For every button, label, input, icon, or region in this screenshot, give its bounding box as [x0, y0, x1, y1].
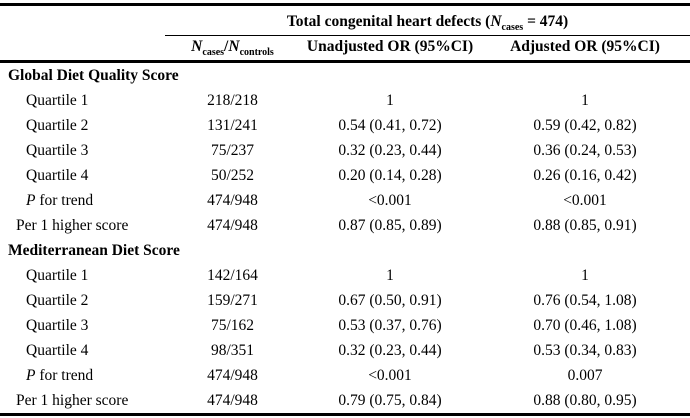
cell-adjusted-or: 0.59 (0.42, 0.82): [533, 116, 637, 134]
results-table: Total congenital heart defects (Ncases =…: [0, 3, 690, 416]
row-label: Quartile 4: [26, 166, 89, 184]
spanning-header-text-pre: Total congenital heart defects (: [286, 12, 491, 30]
row-label: Quartile 3: [26, 141, 89, 159]
row-label-italic-part: P: [26, 191, 36, 209]
row-label: P for trend: [0, 363, 165, 388]
cell-unadjusted-or: 0.79 (0.75, 0.84): [338, 391, 442, 409]
cell-n-cases-controls: 218/218: [207, 91, 258, 109]
cell-unadjusted-or: 1: [386, 91, 394, 109]
table-header: Total congenital heart defects (Ncases =…: [0, 4, 690, 63]
table-body: Global Diet Quality Score Quartile 1 218/2…: [0, 62, 690, 415]
table-row: Per 1 higher score 474/948 0.79 (0.75, 0.8…: [0, 388, 690, 415]
table-row: Quartile 3 75/162 0.53 (0.37, 0.76) 0.70 (0…: [0, 313, 690, 338]
cell-unadjusted-or: <0.001: [368, 191, 412, 209]
header-stub-cell: [0, 35, 165, 63]
header-stub-cell: [0, 5, 165, 36]
cell-n-cases-controls: 50/252: [210, 166, 255, 184]
cell-adjusted-or: 0.26 (0.16, 0.42): [533, 166, 637, 184]
section-heading: Global Diet Quality Score: [8, 66, 179, 84]
spanning-header-text-post: = 474): [523, 12, 569, 30]
cell-unadjusted-or: 0.20 (0.14, 0.28): [338, 166, 442, 184]
cell-n-cases-controls: 474/948: [207, 216, 258, 234]
section-heading-row: Global Diet Quality Score: [0, 62, 690, 89]
n-cases-subscript: cases: [501, 21, 524, 33]
cell-n-cases-controls: 131/241: [207, 116, 258, 134]
cell-unadjusted-or: 0.87 (0.85, 0.89): [338, 216, 442, 234]
table-row: Per 1 higher score 474/948 0.87 (0.85, 0.8…: [0, 213, 690, 238]
cell-unadjusted-or: <0.001: [368, 366, 412, 384]
table-row: Quartile 2 159/271 0.67 (0.50, 0.91) 0.76 (…: [0, 288, 690, 313]
cell-n-cases-controls: 75/162: [210, 316, 255, 334]
cell-adjusted-or: 1: [581, 266, 589, 284]
table-row: Quartile 2 131/241 0.54 (0.41, 0.72) 0.59 (…: [0, 113, 690, 138]
cell-adjusted-or: 0.88 (0.85, 0.91): [533, 216, 637, 234]
table-row: Quartile 1 142/164 1 1: [0, 263, 690, 288]
row-label: Quartile 1: [26, 91, 89, 109]
row-label: Per 1 higher score: [16, 216, 129, 234]
cell-unadjusted-or: 1: [386, 266, 394, 284]
row-label: Per 1 higher score: [16, 391, 129, 409]
cell-unadjusted-or: 0.32 (0.23, 0.44): [338, 141, 442, 159]
cell-n-cases-controls: 98/351: [210, 341, 255, 359]
cell-adjusted-or: 0.53 (0.34, 0.83): [533, 341, 637, 359]
cell-adjusted-or: 1: [581, 91, 589, 109]
column-header-unadjusted-or: Unadjusted OR (95%CI): [300, 35, 480, 63]
cell-unadjusted-or: 0.67 (0.50, 0.91): [338, 291, 442, 309]
row-label-text-part: for trend: [35, 366, 94, 384]
table-row: Quartile 3 75/237 0.32 (0.23, 0.44) 0.36 (0…: [0, 138, 690, 163]
n-symbol: N: [191, 38, 203, 55]
row-label: P for trend: [0, 188, 165, 213]
table-row: Quartile 1 218/218 1 1: [0, 88, 690, 113]
n-cases-subscript: cases: [202, 47, 225, 59]
cell-adjusted-or: 0.76 (0.54, 1.08): [533, 291, 637, 309]
table-row: Quartile 4 98/351 0.32 (0.23, 0.44) 0.53 (0…: [0, 338, 690, 363]
row-label: Quartile 3: [26, 316, 89, 334]
row-label: Quartile 2: [26, 291, 89, 309]
column-header-adjusted-or: Adjusted OR (95%CI): [480, 35, 690, 63]
cell-n-cases-controls: 474/948: [207, 391, 258, 409]
table-row: P for trend 474/948 <0.001 0.007: [0, 363, 690, 388]
cell-unadjusted-or: 0.53 (0.37, 0.76): [338, 316, 442, 334]
cell-n-cases-controls: 474/948: [207, 191, 258, 209]
cell-adjusted-or: 0.36 (0.24, 0.53): [533, 141, 637, 159]
table-row: Quartile 4 50/252 0.20 (0.14, 0.28) 0.26 (0…: [0, 163, 690, 188]
row-label: Quartile 1: [26, 266, 89, 284]
cell-adjusted-or: 0.70 (0.46, 1.08): [533, 316, 637, 334]
cell-n-cases-controls: 159/271: [207, 291, 258, 309]
n-controls-subscript: controls: [239, 47, 274, 59]
row-label: Quartile 4: [26, 341, 89, 359]
cell-adjusted-or: 0.88 (0.80, 0.95): [533, 391, 637, 409]
row-label: Quartile 2: [26, 116, 89, 134]
spanning-header: Total congenital heart defects (Ncases =…: [165, 4, 690, 36]
slash-separator: /: [224, 38, 229, 55]
cell-n-cases-controls: 142/164: [207, 266, 258, 284]
cell-adjusted-or: 0.007: [567, 366, 603, 384]
table-row: P for trend 474/948 <0.001 <0.001: [0, 188, 690, 213]
cell-n-cases-controls: 474/948: [207, 366, 258, 384]
section-heading: Mediterranean Diet Score: [8, 241, 180, 259]
row-label-text-part: for trend: [35, 191, 94, 209]
n-cases-symbol: N: [490, 12, 502, 30]
cell-unadjusted-or: 0.32 (0.23, 0.44): [338, 341, 442, 359]
cell-n-cases-controls: 75/237: [210, 141, 255, 159]
column-header-row: Ncases/Ncontrols Unadjusted OR (95%CI) A…: [0, 35, 690, 63]
n-symbol: N: [228, 38, 240, 55]
row-label-italic-part: P: [26, 366, 36, 384]
section-heading-row: Mediterranean Diet Score: [0, 238, 690, 263]
cell-adjusted-or: <0.001: [563, 191, 607, 209]
cell-unadjusted-or: 0.54 (0.41, 0.72): [338, 116, 442, 134]
column-header-ncases-ncontrols: Ncases/Ncontrols: [165, 35, 300, 63]
spanning-header-row: Total congenital heart defects (Ncases =…: [0, 4, 690, 36]
